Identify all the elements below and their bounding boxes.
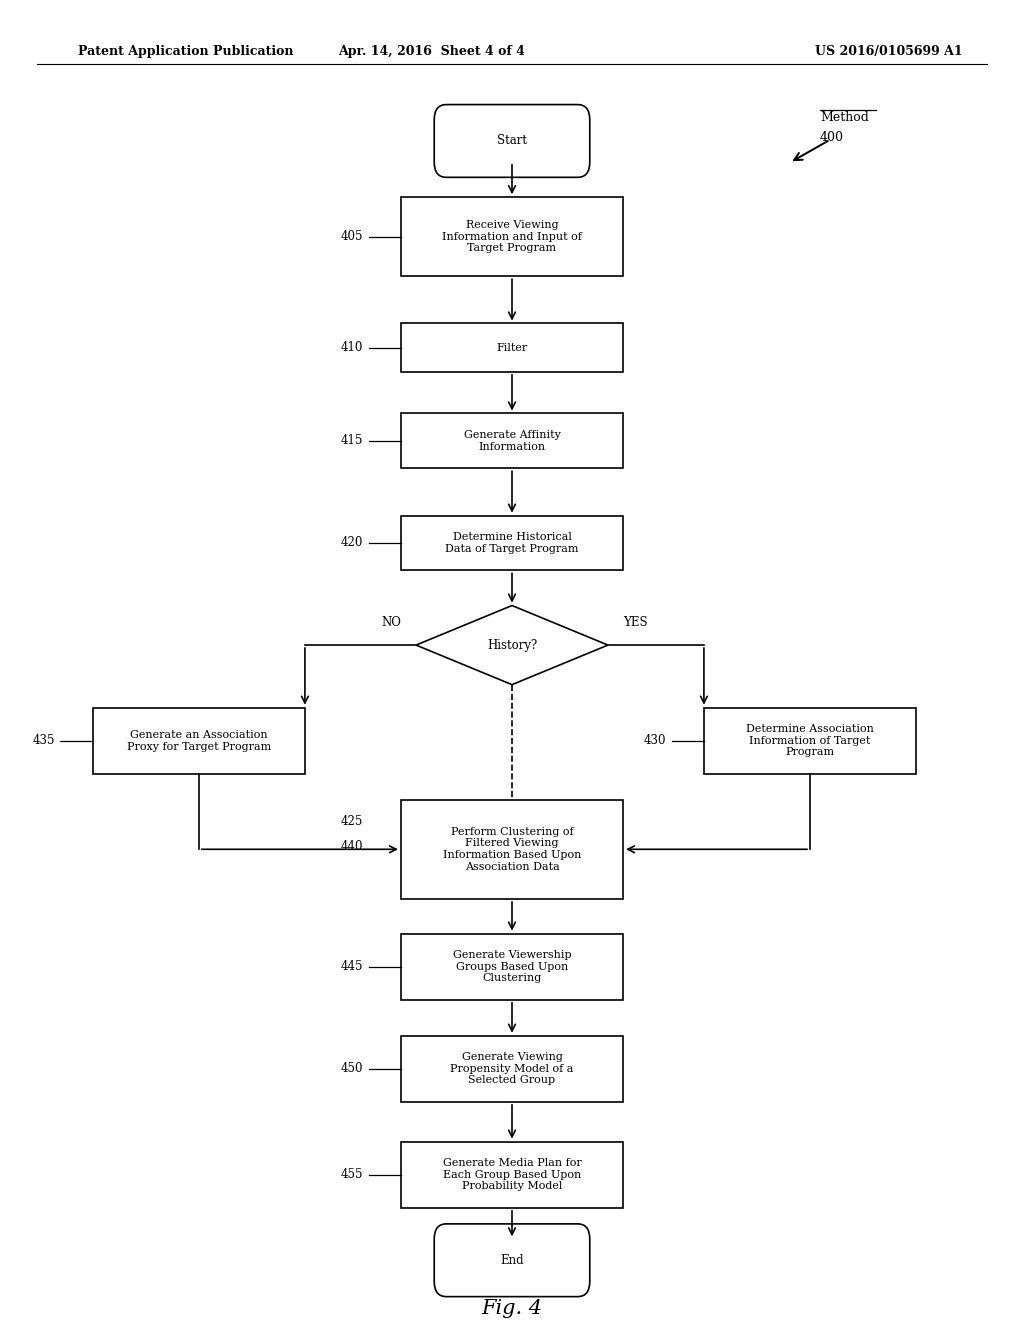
Text: Generate Media Plan for
Each Group Based Upon
Probability Model: Generate Media Plan for Each Group Based… — [442, 1158, 582, 1192]
Text: 425: 425 — [340, 814, 362, 828]
Text: Generate an Association
Proxy for Target Program: Generate an Association Proxy for Target… — [127, 730, 271, 751]
FancyBboxPatch shape — [400, 1142, 624, 1208]
Text: 435: 435 — [32, 734, 54, 747]
Text: 410: 410 — [340, 341, 362, 354]
FancyBboxPatch shape — [434, 104, 590, 177]
Text: 400: 400 — [820, 131, 844, 144]
FancyBboxPatch shape — [400, 800, 624, 899]
Text: 450: 450 — [340, 1063, 362, 1076]
Text: End: End — [500, 1254, 524, 1267]
FancyBboxPatch shape — [400, 933, 624, 999]
Text: Perform Clustering of
Filtered Viewing
Information Based Upon
Association Data: Perform Clustering of Filtered Viewing I… — [442, 826, 582, 871]
Text: Apr. 14, 2016  Sheet 4 of 4: Apr. 14, 2016 Sheet 4 of 4 — [338, 45, 524, 58]
Text: Generate Viewing
Propensity Model of a
Selected Group: Generate Viewing Propensity Model of a S… — [451, 1052, 573, 1085]
Text: 405: 405 — [340, 230, 362, 243]
FancyBboxPatch shape — [400, 1036, 624, 1102]
Text: Determine Association
Information of Target
Program: Determine Association Information of Tar… — [746, 725, 873, 758]
Polygon shape — [416, 606, 608, 685]
FancyBboxPatch shape — [93, 708, 305, 774]
Text: Generate Affinity
Information: Generate Affinity Information — [464, 430, 560, 451]
Text: Determine Historical
Data of Target Program: Determine Historical Data of Target Prog… — [445, 532, 579, 554]
Text: 420: 420 — [340, 536, 362, 549]
Text: Method: Method — [820, 111, 869, 124]
Text: Fig. 4: Fig. 4 — [481, 1299, 543, 1319]
Text: Generate Viewership
Groups Based Upon
Clustering: Generate Viewership Groups Based Upon Cl… — [453, 950, 571, 983]
Text: Filter: Filter — [497, 343, 527, 352]
Text: 455: 455 — [340, 1168, 362, 1181]
Text: US 2016/0105699 A1: US 2016/0105699 A1 — [815, 45, 963, 58]
Text: 415: 415 — [340, 434, 362, 447]
Text: 430: 430 — [643, 734, 666, 747]
Text: 445: 445 — [340, 960, 362, 973]
Text: 440: 440 — [340, 841, 362, 853]
Text: YES: YES — [624, 615, 648, 628]
FancyBboxPatch shape — [400, 413, 624, 469]
FancyBboxPatch shape — [400, 197, 624, 276]
FancyBboxPatch shape — [400, 516, 624, 570]
FancyBboxPatch shape — [434, 1224, 590, 1296]
Text: Receive Viewing
Information and Input of
Target Program: Receive Viewing Information and Input of… — [442, 220, 582, 253]
Text: History?: History? — [486, 639, 538, 652]
Text: NO: NO — [381, 615, 400, 628]
Text: Start: Start — [497, 135, 527, 148]
Text: Patent Application Publication: Patent Application Publication — [78, 45, 293, 58]
FancyBboxPatch shape — [703, 708, 916, 774]
FancyBboxPatch shape — [400, 323, 624, 372]
